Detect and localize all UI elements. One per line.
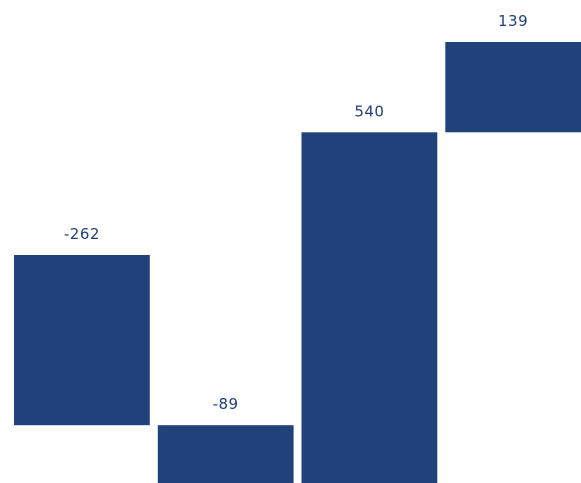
value-label-2: 540 bbox=[354, 102, 384, 120]
bar-1 bbox=[157, 425, 294, 483]
value-label-0: -262 bbox=[64, 225, 100, 243]
value-labels-group: -262 -89 540 139 bbox=[64, 12, 528, 413]
bar-2 bbox=[301, 132, 438, 483]
bar-3 bbox=[445, 42, 581, 133]
bar-0 bbox=[14, 255, 150, 426]
value-label-1: -89 bbox=[213, 395, 239, 413]
bars-group bbox=[14, 42, 581, 483]
value-label-3: 139 bbox=[498, 12, 528, 30]
